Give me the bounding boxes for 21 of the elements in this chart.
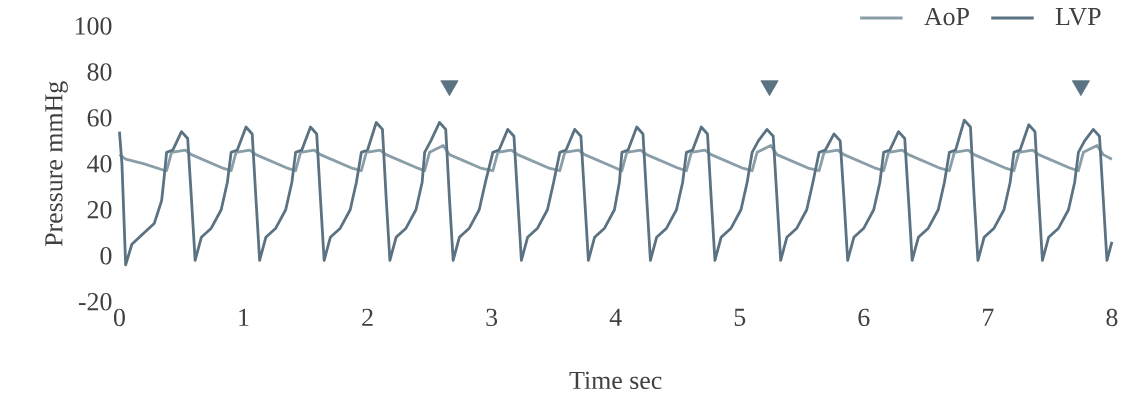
y-tick-label: 60 xyxy=(87,109,112,127)
legend-label: LVP xyxy=(1055,7,1101,26)
y-tick-label: -20 xyxy=(78,292,112,311)
x-axis-title: Time sec xyxy=(569,371,662,389)
x-tick-label: 6 xyxy=(858,308,870,326)
y-tick-label: 20 xyxy=(87,200,112,219)
x-tick-label: 4 xyxy=(609,308,622,326)
y-tick-label: 40 xyxy=(87,154,112,173)
x-tick-label: 3 xyxy=(486,308,498,326)
x-tick-label: 5 xyxy=(734,308,746,326)
x-tick-label: 7 xyxy=(983,308,994,326)
line-series xyxy=(118,143,1114,173)
y-tick-label: 100 xyxy=(75,17,112,35)
x-tick-label: 1 xyxy=(239,308,249,326)
y-tick-label: 0 xyxy=(100,246,112,265)
y-tick-label: 80 xyxy=(87,63,112,81)
y-axis-title: Pressure mmHg xyxy=(45,81,68,246)
legend-label: AoP xyxy=(924,7,969,26)
x-tick-label: 0 xyxy=(113,308,125,327)
x-tick-label: 2 xyxy=(362,308,373,326)
x-tick-label: 8 xyxy=(1106,308,1118,327)
